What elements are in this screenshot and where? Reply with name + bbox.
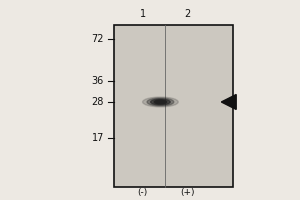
Polygon shape [221, 94, 236, 109]
Text: 36: 36 [92, 76, 104, 86]
Ellipse shape [142, 97, 178, 107]
Text: 1: 1 [140, 9, 146, 19]
Text: 17: 17 [92, 133, 104, 143]
Text: (-): (-) [137, 188, 148, 197]
Ellipse shape [157, 100, 164, 103]
Bar [114, 25, 233, 187]
Ellipse shape [151, 99, 170, 105]
Text: (+): (+) [180, 188, 194, 197]
Ellipse shape [147, 98, 174, 106]
Ellipse shape [154, 100, 167, 104]
Text: 2: 2 [184, 9, 190, 19]
Text: 28: 28 [92, 97, 104, 107]
Text: 72: 72 [92, 34, 104, 44]
